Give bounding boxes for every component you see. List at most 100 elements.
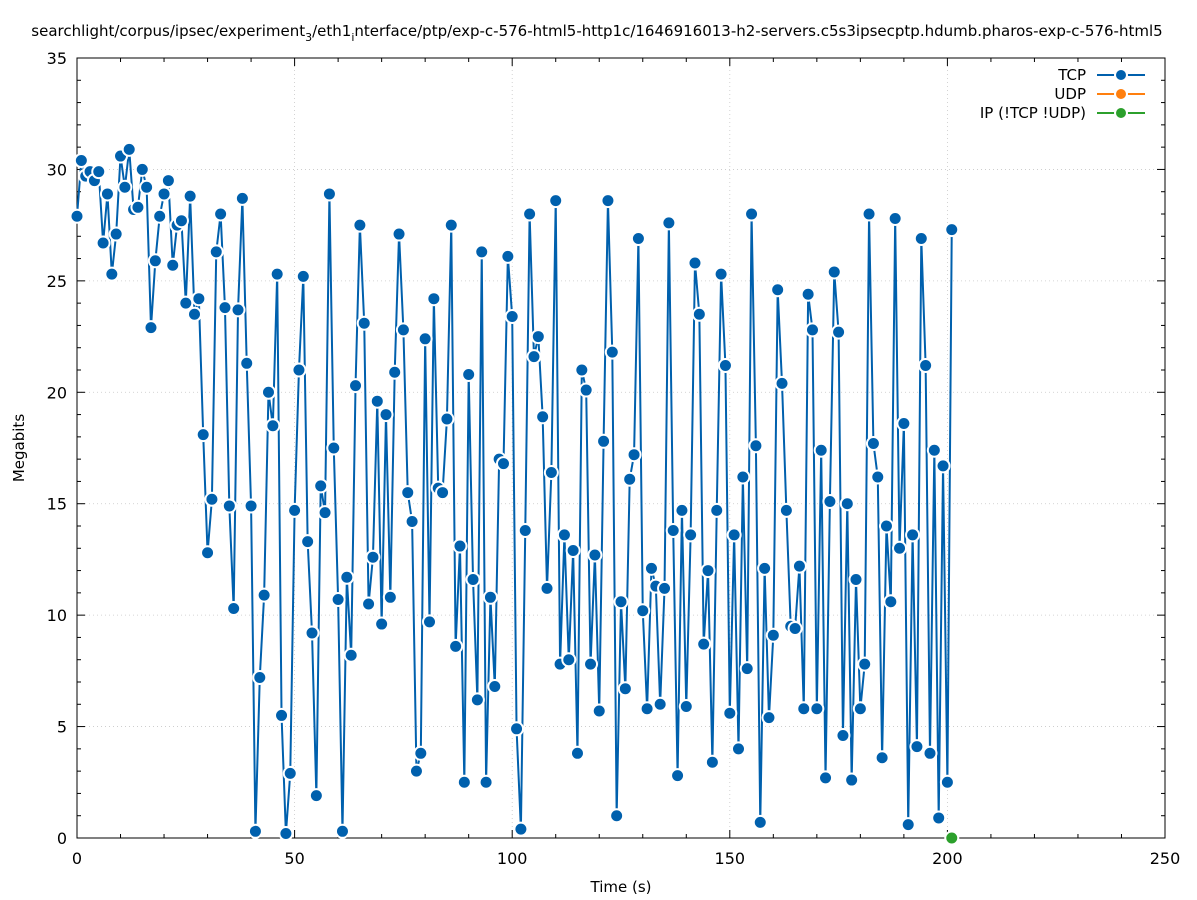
data-point <box>400 485 416 501</box>
data-point <box>247 823 263 839</box>
data-point <box>156 186 172 202</box>
data-point <box>935 458 951 474</box>
y-tick-label: 15 <box>47 495 67 514</box>
data-point <box>765 627 781 643</box>
data-point <box>260 384 276 400</box>
data-point <box>931 810 947 826</box>
data-point <box>321 186 337 202</box>
data-point <box>265 418 281 434</box>
data-point <box>822 493 838 509</box>
data-point <box>426 291 442 307</box>
data-point <box>561 652 577 668</box>
data-point <box>896 415 912 431</box>
data-point <box>626 447 642 463</box>
data-point <box>496 456 511 472</box>
data-point <box>443 217 459 233</box>
data-point <box>726 527 742 543</box>
data-point <box>617 681 633 697</box>
data-point <box>944 222 960 238</box>
data-point <box>696 636 712 652</box>
data-point <box>831 324 847 340</box>
data-point <box>343 647 359 663</box>
legend-label: TCP <box>1057 66 1086 84</box>
data-point <box>717 358 733 374</box>
data-point <box>596 433 612 449</box>
legend-entry: TCP <box>1057 66 1145 84</box>
x-tick-labels: 0 50 100 150 200 250 <box>72 849 1180 868</box>
data-point <box>439 411 455 427</box>
y-tick-label: 5 <box>57 718 67 737</box>
data-point <box>352 217 368 233</box>
data-point <box>578 382 594 398</box>
data-point <box>308 788 324 804</box>
data-point <box>652 696 668 712</box>
data-point <box>757 560 773 576</box>
data-point <box>448 638 464 654</box>
data-point <box>243 498 259 514</box>
data-point <box>452 538 468 554</box>
legend-label: UDP <box>1054 85 1086 103</box>
data-point <box>435 485 451 501</box>
y-tick-label: 0 <box>57 829 67 848</box>
data-point <box>217 300 233 316</box>
data-point <box>374 616 390 632</box>
x-tick-label: 200 <box>932 849 963 868</box>
data-point <box>287 502 303 518</box>
data-point <box>456 774 472 790</box>
data-point <box>73 153 89 169</box>
data-point <box>69 208 85 224</box>
data-point <box>204 491 220 507</box>
data-point <box>160 173 176 189</box>
data-point <box>735 469 751 485</box>
data-point <box>674 502 690 518</box>
data-point <box>796 701 812 717</box>
data-point <box>408 763 424 779</box>
data-point <box>461 366 477 382</box>
y-tick-label: 10 <box>47 606 67 625</box>
data-point <box>878 518 894 534</box>
legend-entry: IP (!TCP !UDP) <box>980 104 1145 122</box>
legend-entry: UDP <box>1054 85 1145 103</box>
data-point <box>591 703 607 719</box>
data-point <box>482 589 498 605</box>
y-tick-labels: 0 5 10 15 20 25 30 35 <box>47 49 67 848</box>
data-point <box>278 826 294 842</box>
chart-title: searchlight/corpus/ipsec/experiment3/eth… <box>31 22 1162 44</box>
data-point <box>147 253 163 269</box>
data-point <box>918 358 934 374</box>
data-point <box>739 661 755 677</box>
data-point <box>330 592 346 608</box>
legend-marker <box>1114 87 1128 101</box>
data-point <box>848 571 864 587</box>
data-point <box>800 286 816 302</box>
data-point <box>939 774 955 790</box>
data-point <box>478 774 494 790</box>
data-point <box>108 226 124 242</box>
data-point <box>565 543 581 559</box>
data-point <box>195 427 211 443</box>
data-point <box>778 502 794 518</box>
data-point <box>887 210 903 226</box>
data-point <box>905 527 921 543</box>
data-point <box>787 621 803 637</box>
data-point <box>91 164 107 180</box>
data-point <box>417 331 433 347</box>
data-point <box>870 469 886 485</box>
data-point <box>804 322 820 338</box>
data-point <box>139 179 155 195</box>
data-point <box>704 754 720 770</box>
data-point <box>543 465 559 481</box>
data-point <box>191 291 207 307</box>
data-point <box>865 436 881 452</box>
data-point <box>152 208 168 224</box>
series-layer <box>69 141 960 846</box>
x-tick-label: 100 <box>497 849 528 868</box>
data-point <box>256 587 272 603</box>
legend-label: IP (!TCP !UDP) <box>980 104 1086 122</box>
data-point <box>230 302 246 318</box>
data-point <box>709 502 725 518</box>
data-point <box>922 745 938 761</box>
x-tick-label: 150 <box>715 849 746 868</box>
data-point <box>678 699 694 715</box>
